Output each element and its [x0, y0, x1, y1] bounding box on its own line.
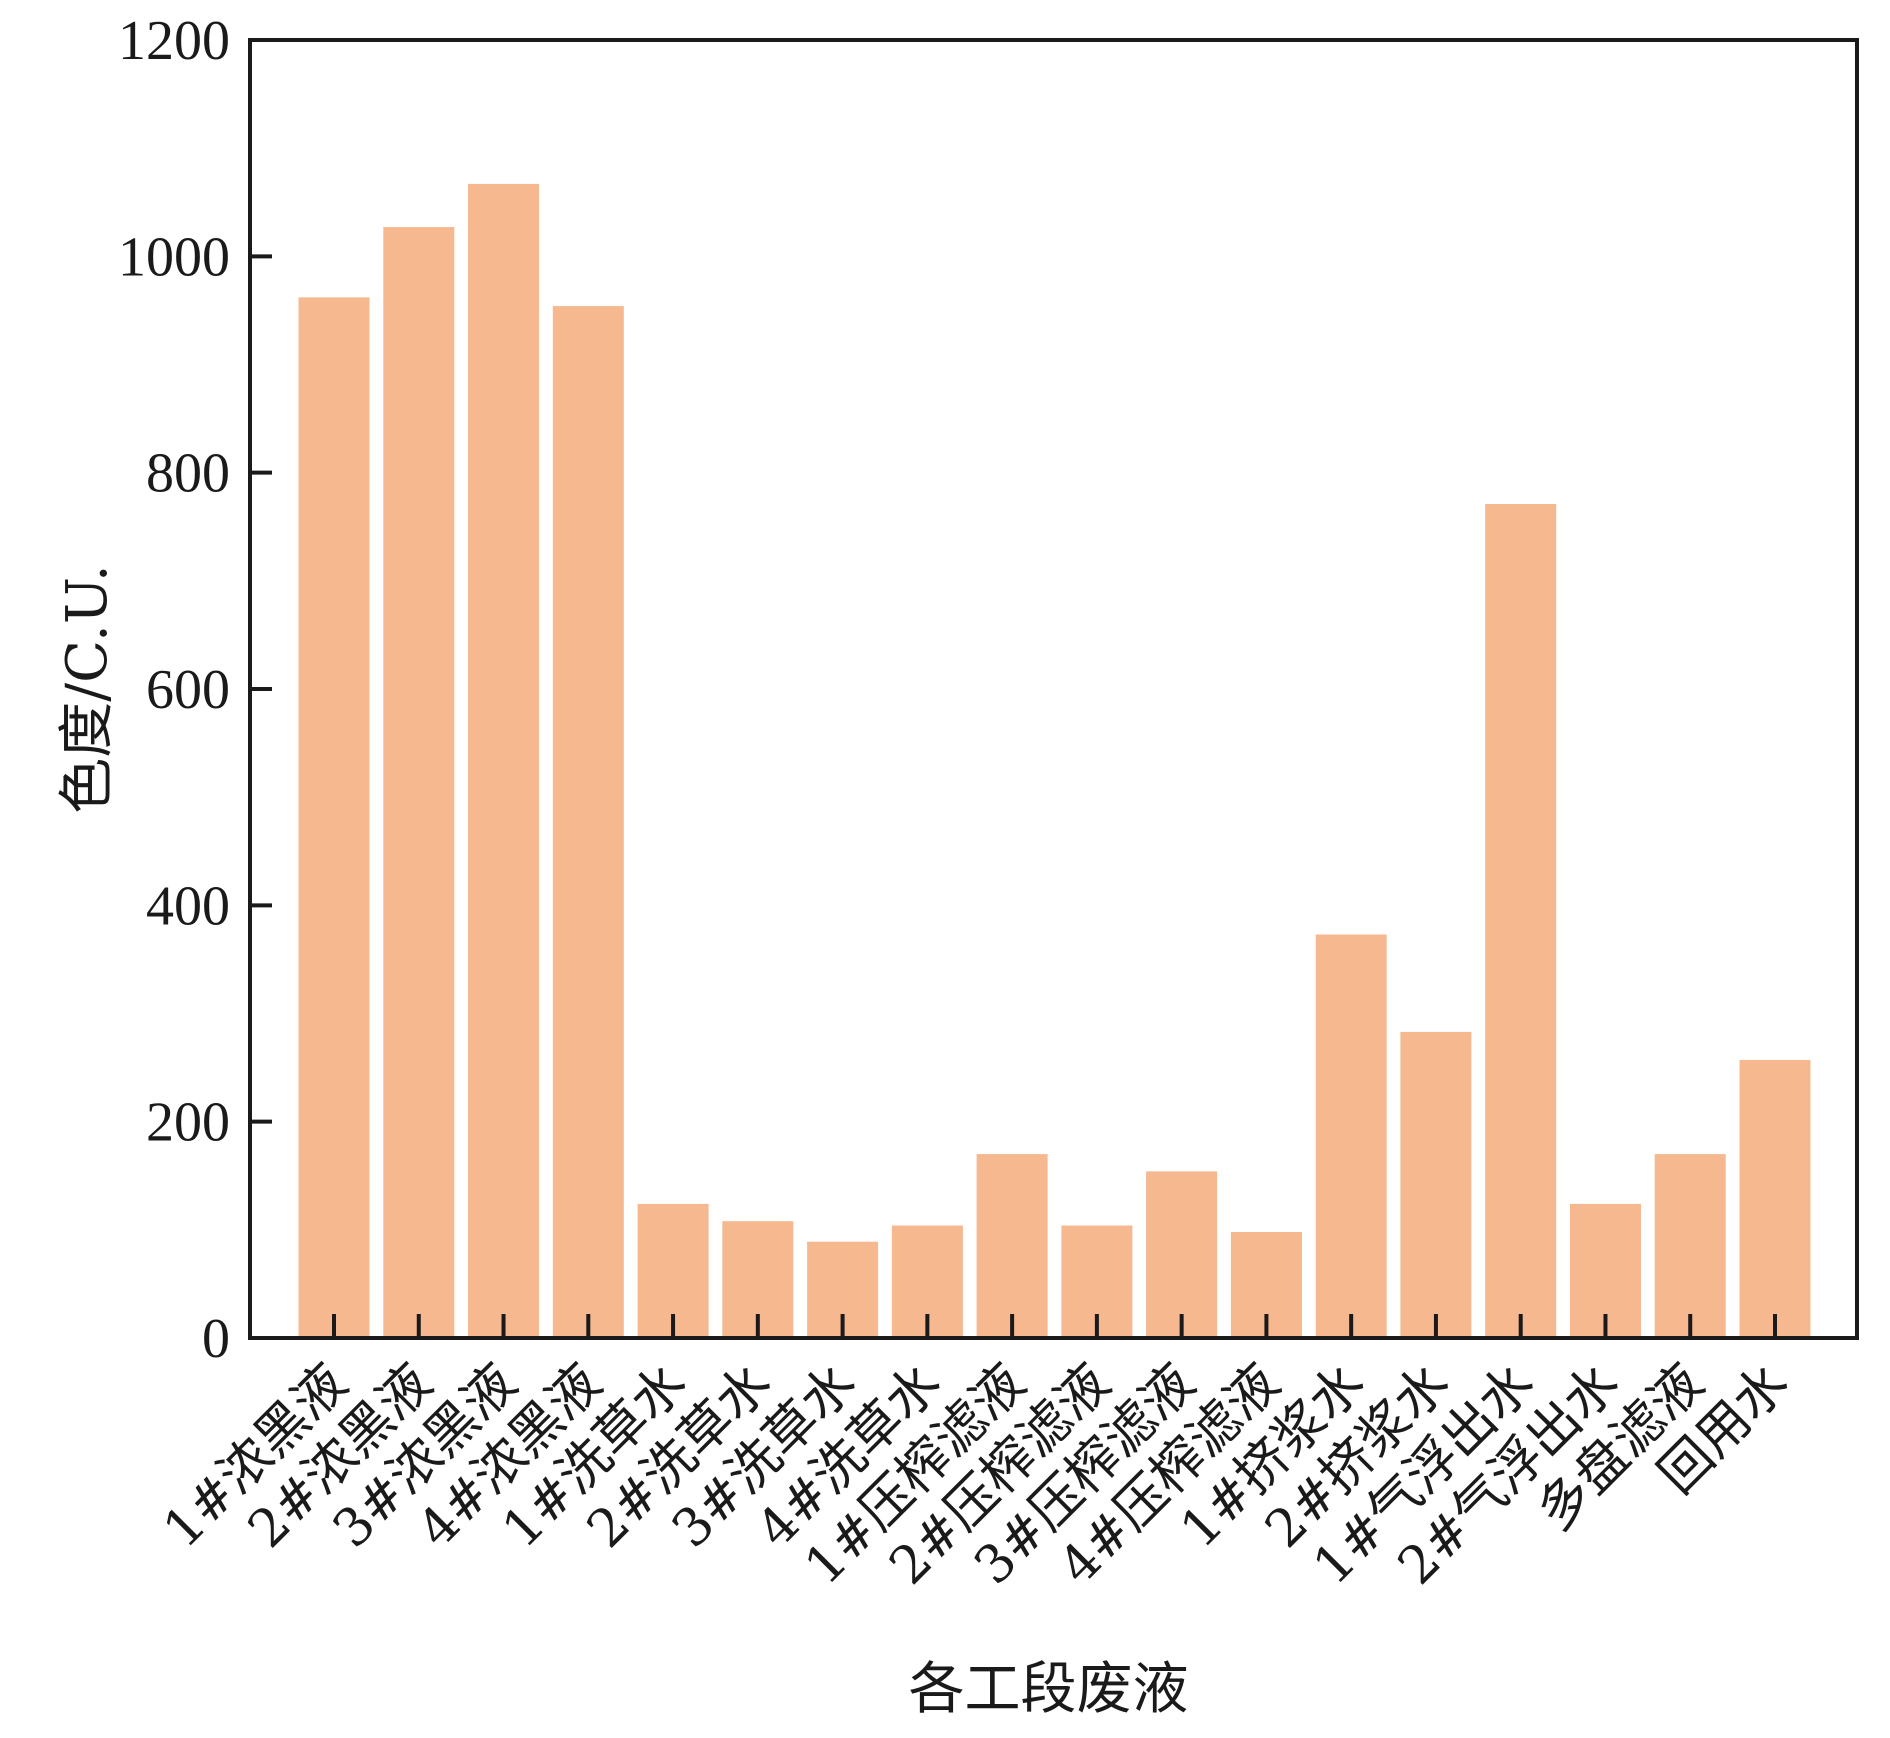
y-tick-label: 800 [146, 443, 230, 505]
bar-4 [552, 306, 624, 1339]
y-axis-title: 色度/C.U. [55, 564, 120, 813]
bar-3 [468, 183, 539, 1338]
plot-frame [248, 38, 1859, 1340]
bar-13 [1315, 934, 1387, 1338]
bar-18 [1739, 1060, 1811, 1338]
y-tick-label: 1000 [118, 226, 230, 288]
y-tick-label: 400 [146, 875, 230, 937]
bar-15 [1485, 504, 1557, 1338]
y-tick-label: 1200 [118, 10, 230, 72]
bar-11 [1146, 1171, 1218, 1338]
x-axis-title: 各工段废液 [909, 1657, 1189, 1722]
bars-layer [298, 183, 1811, 1339]
bar-17 [1654, 1154, 1726, 1338]
y-tick-label: 600 [146, 659, 230, 721]
bar-2 [383, 227, 455, 1339]
ticks-layer [250, 38, 1777, 1340]
y-tick-label: 200 [146, 1092, 230, 1154]
bar-9 [976, 1154, 1048, 1338]
y-tick-label: 0 [202, 1308, 230, 1370]
bar-1 [298, 297, 370, 1338]
bar-14 [1400, 1031, 1472, 1338]
